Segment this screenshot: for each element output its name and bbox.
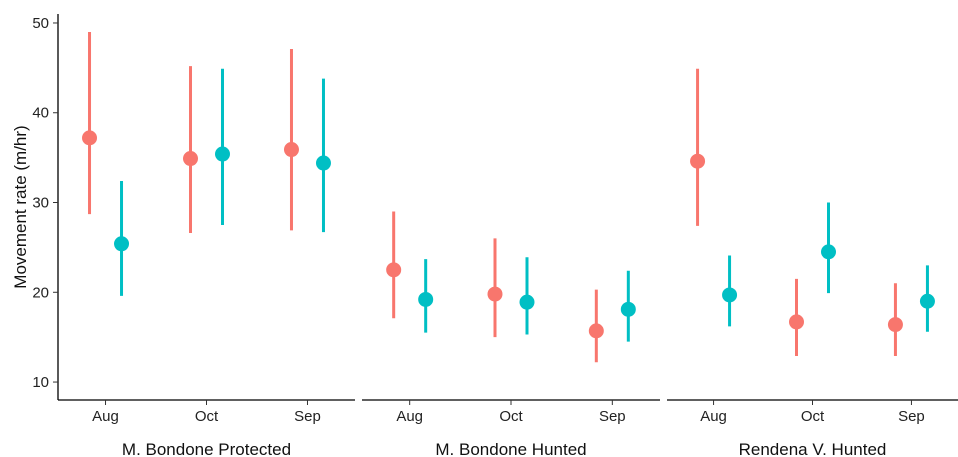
x-tick-label: Sep xyxy=(294,408,321,425)
x-tick-label: Sep xyxy=(898,408,925,425)
data-point xyxy=(82,130,98,146)
data-point xyxy=(588,323,604,339)
data-point xyxy=(114,236,130,252)
data-point xyxy=(215,146,230,162)
data-point xyxy=(919,293,935,309)
y-tick-label: 20 xyxy=(32,284,49,301)
axes-layer xyxy=(53,14,958,405)
y-tick-label: 30 xyxy=(32,195,49,212)
data-point xyxy=(519,294,535,310)
panel-label: M. Bondone Protected xyxy=(122,440,291,457)
x-tick-label: Aug xyxy=(700,408,727,425)
data-point xyxy=(183,151,198,167)
x-tick-label: Sep xyxy=(599,408,626,425)
data-point xyxy=(722,287,738,303)
data-point xyxy=(418,291,434,307)
x-tick-label: Oct xyxy=(195,408,219,425)
x-tick-label: Aug xyxy=(92,408,119,425)
marks-layer xyxy=(82,31,935,363)
data-point xyxy=(690,153,706,169)
data-point xyxy=(386,262,402,278)
data-point xyxy=(620,301,636,317)
y-tick-label: 50 xyxy=(32,15,49,32)
y-tick-label: 40 xyxy=(32,105,49,122)
panel-label: Rendena V. Hunted xyxy=(739,440,887,457)
data-point xyxy=(315,155,331,171)
y-axis-title: Movement rate (m/hr) xyxy=(11,125,30,288)
data-point xyxy=(887,317,903,333)
x-tick-label: Oct xyxy=(801,408,825,425)
y-tick-label: 10 xyxy=(32,374,49,391)
data-point xyxy=(789,314,804,330)
x-tick-label: Oct xyxy=(499,408,523,425)
panel-label: M. Bondone Hunted xyxy=(435,440,586,457)
data-point xyxy=(821,244,836,260)
data-point xyxy=(283,142,299,158)
x-tick-label: Aug xyxy=(396,408,423,425)
data-point xyxy=(487,286,503,302)
